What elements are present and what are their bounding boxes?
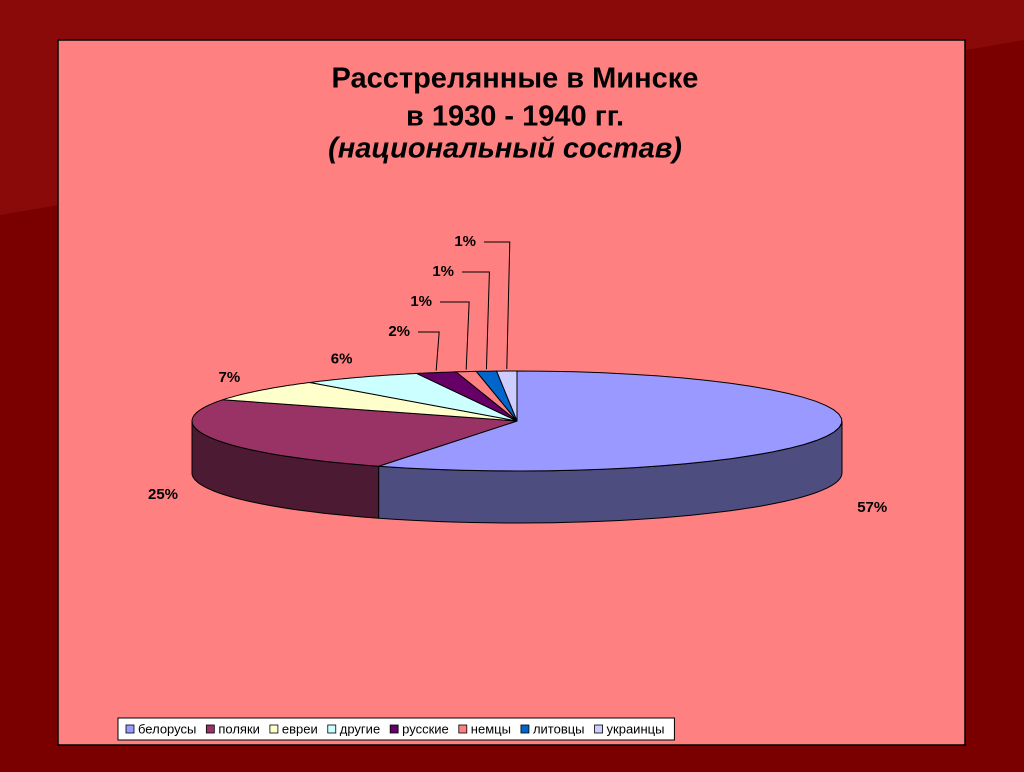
legend-label: литовцы [533,721,585,736]
data-label: 6% [331,351,353,368]
chart-title: Расстрелянные в Минске [332,63,699,95]
leader-line [418,331,440,371]
legend-label: немцы [471,721,511,736]
legend-swatch [594,724,603,734]
data-label: 1% [432,263,454,280]
chart-subtitle: (национальный состав) [328,133,682,165]
legend-swatch [389,724,399,734]
leader-line [440,301,470,370]
data-label: 1% [410,293,432,310]
legend-swatch [458,724,468,734]
data-label: 7% [219,369,241,386]
legend-swatch [327,724,337,734]
slice [378,370,843,472]
chart-title: в 1930 - 1940 гг. [406,101,624,133]
data-label: 57% [857,499,887,516]
data-label: 25% [148,486,178,503]
data-label: 1% [454,233,476,250]
legend-label: белорусы [138,721,196,736]
legend-swatch [269,724,279,734]
slice [495,370,518,422]
slice [222,381,518,422]
legend-swatch [125,724,135,734]
legend-label: евреи [282,721,318,736]
slice [475,370,518,422]
legend-label: другие [340,721,380,736]
slice [191,399,518,467]
leader-line [462,271,490,370]
legend-label: русские [402,721,449,736]
slice [309,372,518,422]
legend-label: поляки [218,721,260,736]
legend-swatch [205,724,215,734]
legend-swatch [520,724,530,734]
legend-label: украинцы [607,721,665,736]
slice [454,370,518,422]
chart-area [57,39,966,746]
leader-line [484,241,511,370]
slice [416,371,518,422]
data-label: 2% [388,323,410,340]
